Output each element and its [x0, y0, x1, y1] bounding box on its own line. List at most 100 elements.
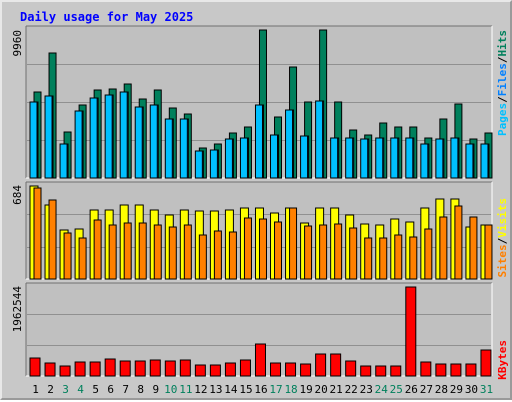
pages-bar — [254, 104, 263, 179]
sites-bar — [334, 223, 343, 280]
pages-bar — [224, 138, 233, 179]
day-label: 24 — [375, 383, 389, 396]
day-label: 21 — [330, 383, 343, 396]
kbytes-bar — [435, 363, 447, 377]
pages-bar — [360, 138, 369, 179]
kbytes-bar — [450, 363, 462, 377]
pages-bar — [164, 118, 173, 179]
sites-bar — [364, 237, 373, 280]
day-label: 18 — [284, 383, 297, 396]
pages-bar — [435, 138, 444, 179]
pages-bar — [420, 143, 429, 179]
day-label: 19 — [299, 383, 312, 396]
day-label: 15 — [239, 383, 252, 396]
kbytes-bar — [29, 357, 41, 377]
legend-hits: Hits — [496, 30, 509, 57]
day-label: 4 — [77, 383, 84, 396]
pages-bar — [194, 150, 203, 179]
kbytes-bar — [285, 362, 297, 377]
kbytes-bar — [74, 361, 86, 377]
kbytes-bar — [194, 364, 206, 377]
day-label: 7 — [122, 383, 129, 396]
kbytes-bar — [59, 365, 71, 377]
pages-bar — [179, 118, 188, 179]
visits-ymax-label: 684 — [11, 185, 24, 205]
day-label: 25 — [390, 383, 403, 396]
sites-bar — [424, 228, 433, 280]
kbytes-bar — [149, 359, 161, 377]
day-label: 12 — [194, 383, 207, 396]
sites-bar — [394, 234, 403, 280]
kbytes-bar — [360, 365, 372, 377]
kbytes-bar — [119, 360, 131, 377]
day-label: 30 — [465, 383, 478, 396]
kbytes-bar — [390, 365, 402, 377]
pages-bar — [315, 100, 324, 179]
kbytes-ymax-label: 1962544 — [11, 286, 24, 333]
pages-bar — [480, 143, 489, 179]
kbytes-bar — [134, 360, 146, 377]
day-label: 8 — [137, 383, 144, 396]
sites-bar — [138, 222, 147, 280]
legend-visits: Visits — [496, 198, 509, 238]
legend-sep: / — [496, 237, 509, 244]
pages-bar — [74, 110, 83, 179]
hits-legend: Pages/Files/Hits — [496, 30, 509, 136]
kbytes-bar — [89, 361, 101, 377]
pages-bar — [450, 137, 459, 179]
pages-bar — [270, 134, 279, 179]
day-label: 11 — [179, 383, 192, 396]
pages-bar — [405, 137, 414, 179]
kbytes-bar — [179, 359, 191, 377]
sites-bar — [183, 224, 192, 280]
sites-bar — [33, 187, 42, 280]
day-label: 1 — [32, 383, 39, 396]
kbytes-bar — [300, 363, 312, 377]
sites-bar — [243, 217, 252, 280]
pages-bar — [134, 106, 143, 179]
sites-bar — [63, 232, 72, 280]
pages-bar — [119, 91, 128, 179]
day-label: 10 — [164, 383, 177, 396]
sites-bar — [78, 237, 87, 280]
kbytes-bar — [480, 349, 492, 377]
day-label: 6 — [107, 383, 114, 396]
sites-bar — [319, 224, 328, 280]
kbytes-bar — [375, 365, 387, 377]
kbytes-bar — [315, 353, 327, 377]
day-label: 3 — [62, 383, 69, 396]
day-label: 9 — [152, 383, 159, 396]
legend-pages: Pages — [496, 103, 509, 136]
kbytes-bar — [345, 360, 357, 377]
day-label: 2 — [47, 383, 54, 396]
kbytes-bar — [330, 353, 342, 377]
pages-bar — [345, 137, 354, 179]
kbytes-bar — [104, 358, 116, 377]
sites-bar — [379, 237, 388, 280]
day-label: 5 — [92, 383, 99, 396]
pages-bar — [375, 137, 384, 179]
day-label: 17 — [269, 383, 282, 396]
visits-legend: Sites/Visits — [496, 198, 509, 278]
sites-bar — [469, 216, 478, 280]
day-label: 26 — [405, 383, 418, 396]
kbytes-bar — [270, 362, 282, 377]
kbytes-bar — [44, 362, 56, 377]
day-label: 22 — [345, 383, 358, 396]
sites-bar — [48, 199, 57, 280]
hits-ymax-label: 9960 — [11, 30, 24, 57]
sites-bar — [228, 231, 237, 280]
legend-kbytes: KBytes — [496, 340, 509, 380]
pages-bar — [149, 104, 158, 179]
pages-bar — [300, 135, 309, 179]
kbytes-bar — [405, 286, 417, 377]
kbytes-bar — [465, 363, 477, 377]
day-label: 27 — [420, 383, 433, 396]
sites-bar — [93, 219, 102, 280]
day-label: 23 — [360, 383, 373, 396]
pages-bar — [104, 94, 113, 179]
kbytes-legend: KBytes — [496, 340, 509, 380]
day-label: 20 — [315, 383, 328, 396]
day-label: 28 — [435, 383, 448, 396]
sites-bar — [108, 224, 117, 280]
